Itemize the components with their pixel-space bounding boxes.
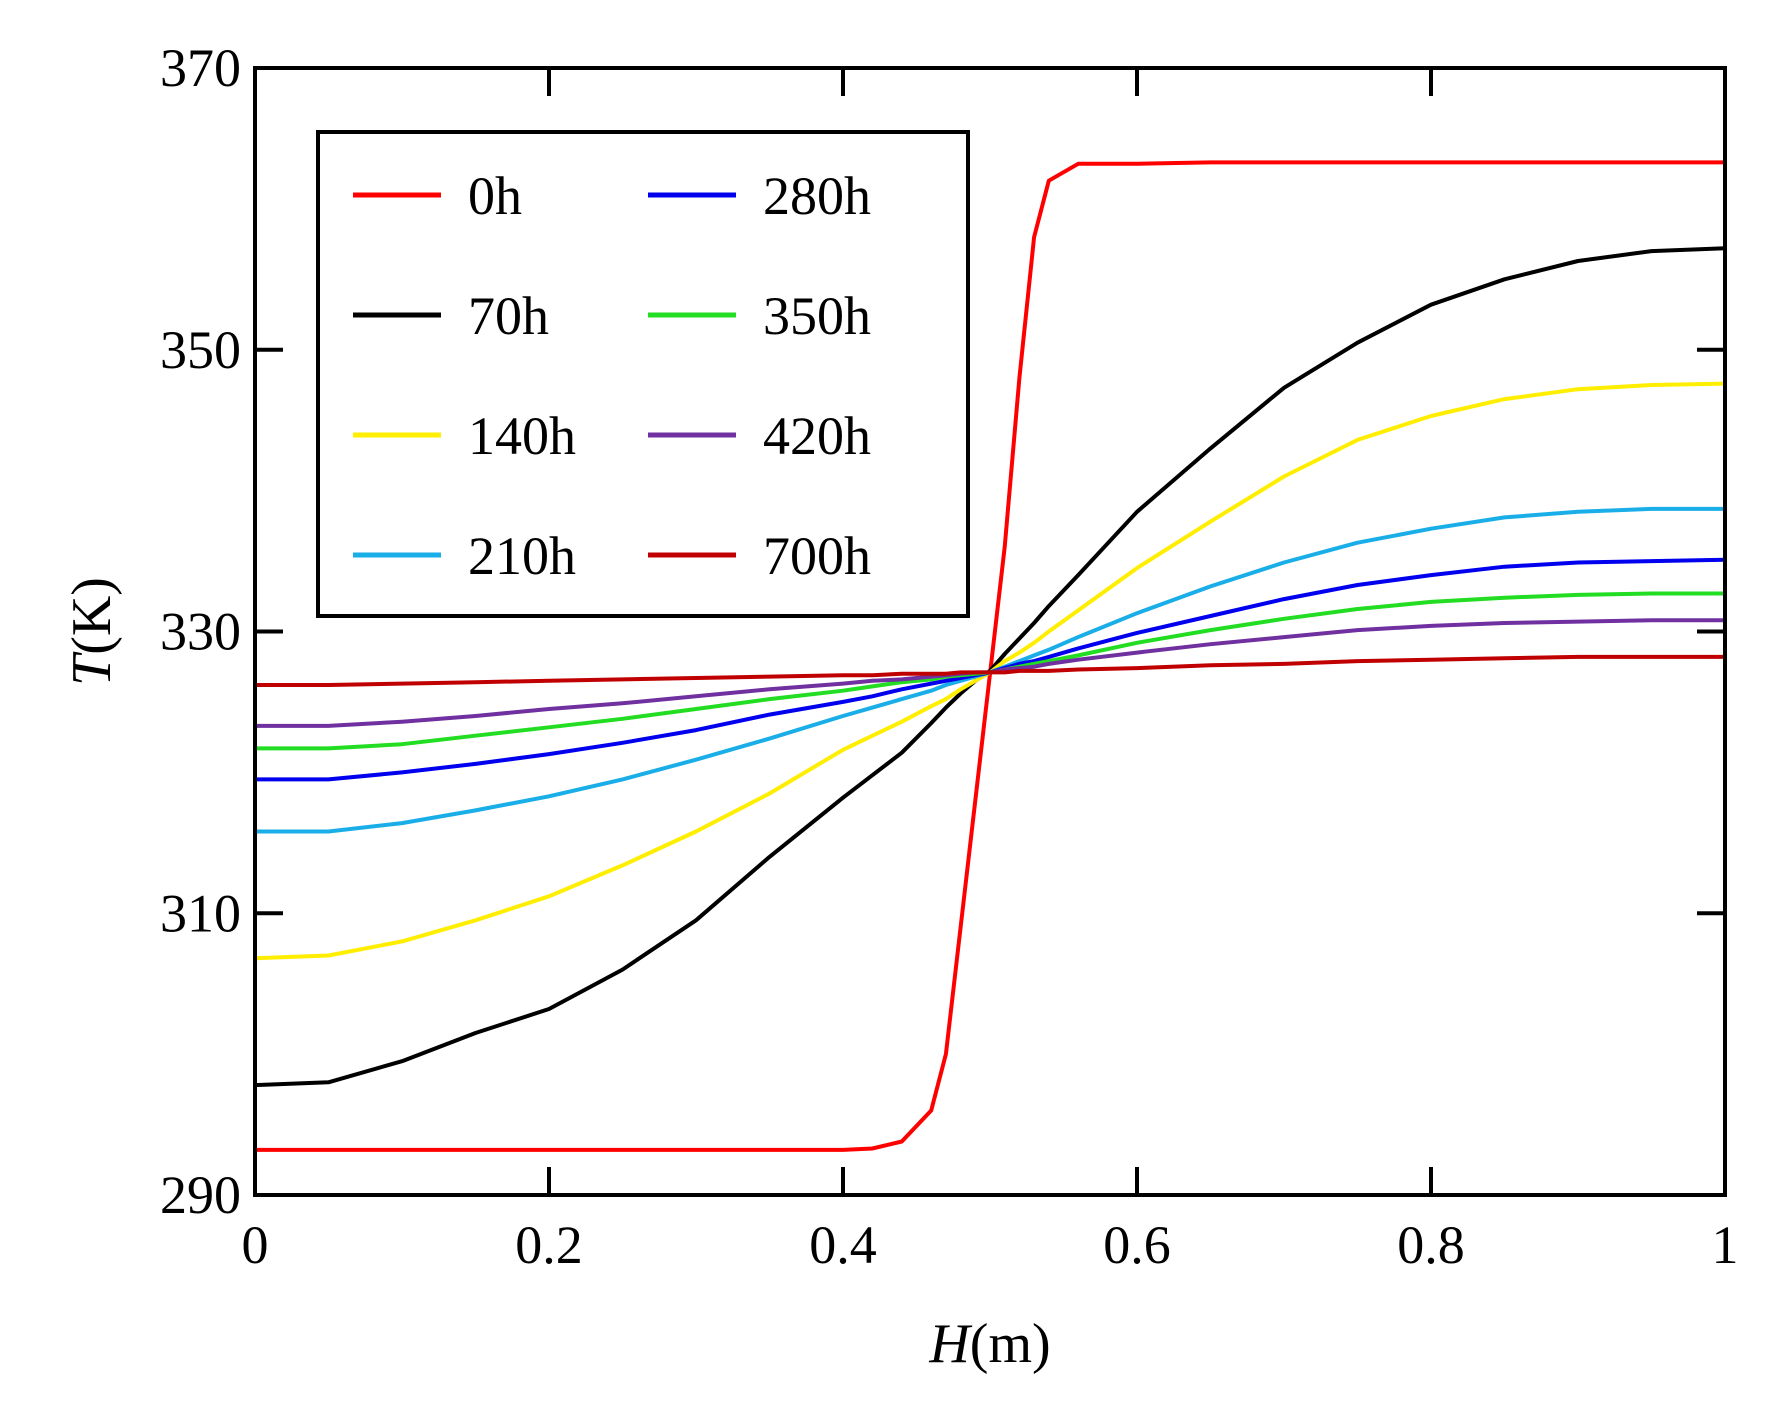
x-tick-label: 0.4 <box>809 1215 877 1275</box>
legend-label-700h: 700h <box>763 526 871 586</box>
legend-label-140h: 140h <box>468 406 576 466</box>
legend-label-280h: 280h <box>763 166 871 226</box>
y-axis-title: T(K) <box>61 577 123 686</box>
tick-marks <box>253 66 1727 1197</box>
legend-box <box>316 130 970 618</box>
series-line-0h <box>255 160 1725 1152</box>
y-axis-variable: T <box>61 651 123 686</box>
x-axis-title: H(m) <box>928 1313 1050 1375</box>
series-line-140h <box>254 381 1726 961</box>
x-tick-labels: 0 0.2 0.4 0.6 0.8 1 <box>242 1215 1739 1275</box>
series-line-700h <box>255 654 1725 687</box>
y-tick-label: 370 <box>160 38 241 98</box>
series-group <box>254 160 1726 1152</box>
legend-label-0h: 0h <box>468 166 522 226</box>
y-tick-label: 350 <box>160 320 241 380</box>
legend-label-210h: 210h <box>468 526 576 586</box>
x-tick-label: 0.2 <box>515 1215 583 1275</box>
x-tick-label: 0.8 <box>1397 1215 1465 1275</box>
x-axis-unit: (m) <box>970 1313 1051 1375</box>
y-tick-label: 290 <box>160 1165 241 1225</box>
y-axis-unit: (K) <box>61 577 123 655</box>
legend-label-350h: 350h <box>763 286 871 346</box>
y-tick-labels: 290 310 330 350 370 <box>160 38 241 1225</box>
legend: 0h 70h 140h 210h 280h 350h 420h 700h <box>316 130 970 618</box>
x-axis-variable: H <box>928 1313 972 1375</box>
y-tick-label: 310 <box>160 883 241 943</box>
x-tick-label: 0 <box>242 1215 269 1275</box>
x-tick-label: 0.6 <box>1103 1215 1171 1275</box>
legend-label-420h: 420h <box>763 406 871 466</box>
y-tick-label: 330 <box>160 602 241 662</box>
x-tick-label: 1 <box>1712 1215 1739 1275</box>
legend-label-70h: 70h <box>468 286 549 346</box>
